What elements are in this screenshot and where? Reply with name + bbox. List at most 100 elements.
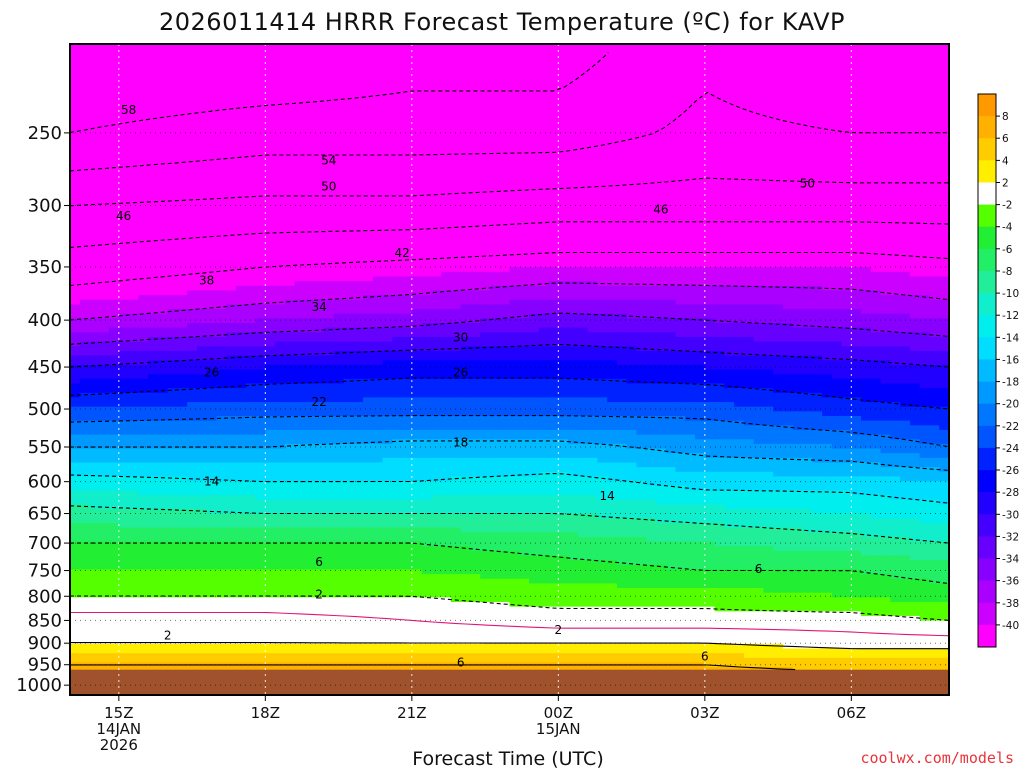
temperature-cell [148, 57, 159, 64]
temperature-cell [128, 178, 139, 185]
temperature-cell [392, 71, 403, 78]
temperature-cell [236, 137, 247, 143]
temperature-cell [206, 220, 218, 226]
temperature-cell [323, 560, 335, 566]
temperature-cell [187, 118, 198, 124]
temperature-cell [70, 629, 81, 636]
temperature-cell [79, 653, 91, 659]
temperature-cell [265, 476, 276, 482]
temperature-cell [333, 336, 345, 343]
temperature-cell [275, 160, 286, 166]
temperature-cell [216, 281, 227, 287]
temperature-cell [255, 611, 266, 617]
temperature-cell [294, 155, 305, 161]
temperature-cell [392, 318, 403, 324]
temperature-cell [314, 141, 325, 147]
temperature-cell [157, 230, 169, 236]
temperature-cell [216, 420, 227, 426]
temperature-cell [79, 253, 91, 259]
temperature-cell [157, 648, 169, 654]
temperature-cell [187, 53, 198, 59]
temperature-cell [304, 206, 315, 212]
temperature-cell [245, 137, 257, 143]
temperature-cell [118, 85, 130, 92]
temperature-cell [411, 57, 423, 64]
temperature-cell [284, 541, 296, 547]
temperature-cell [363, 318, 374, 324]
temperature-cell [70, 564, 81, 571]
temperature-cell [148, 323, 159, 329]
temperature-cell [109, 53, 120, 59]
temperature-cell [226, 327, 237, 333]
temperature-cell [236, 178, 247, 185]
temperature-cell [236, 425, 247, 431]
temperature-cell [70, 109, 81, 115]
temperature-cell [411, 188, 423, 194]
temperature-cell [79, 225, 91, 231]
temperature-cell [333, 569, 345, 575]
temperature-cell [411, 397, 423, 403]
temperature-cell [402, 141, 413, 147]
temperature-cell [314, 67, 325, 73]
temperature-cell [265, 602, 276, 608]
temperature-cell [353, 602, 364, 608]
temperature-cell [343, 62, 354, 68]
temperature-cell [353, 429, 364, 436]
temperature-cell [206, 341, 218, 347]
temperature-cell [216, 448, 227, 454]
temperature-cell [402, 44, 413, 50]
temperature-cell [70, 625, 81, 631]
temperature-cell [372, 304, 384, 310]
temperature-cell [402, 639, 413, 645]
temperature-cell [79, 495, 91, 501]
temperature-cell [196, 299, 208, 305]
temperature-cell [118, 569, 130, 575]
temperature-cell [343, 388, 354, 394]
temperature-cell [333, 183, 345, 189]
temperature-cell [363, 388, 374, 394]
temperature-cell [323, 150, 335, 157]
temperature-cell [265, 146, 276, 152]
temperature-cell [392, 574, 403, 580]
temperature-cell [372, 509, 384, 515]
temperature-cell [314, 188, 325, 194]
temperature-cell [372, 76, 384, 82]
temperature-cell [138, 230, 149, 236]
temperature-cell [304, 137, 315, 143]
temperature-cell [79, 234, 91, 240]
temperature-cell [206, 504, 218, 510]
temperature-cell [284, 44, 296, 50]
temperature-cell [118, 281, 130, 287]
temperature-cell [333, 71, 345, 78]
temperature-cell [206, 495, 218, 501]
temperature-cell [265, 625, 276, 631]
temperature-cell [196, 639, 208, 645]
temperature-cell [187, 606, 198, 612]
temperature-cell [392, 643, 403, 650]
temperature-cell [294, 467, 305, 473]
temperature-cell [265, 574, 276, 580]
temperature-cell [411, 374, 423, 380]
temperature-cell [206, 95, 218, 101]
temperature-cell [118, 295, 130, 301]
temperature-cell [99, 643, 110, 650]
temperature-cell [206, 467, 218, 473]
temperature-cell [372, 620, 384, 626]
temperature-cell [294, 197, 305, 203]
temperature-cell [99, 104, 110, 110]
temperature-cell [89, 53, 100, 59]
temperature-cell [157, 639, 169, 645]
temperature-cell [226, 346, 237, 352]
temperature-cell [157, 76, 169, 82]
temperature-cell [177, 350, 188, 357]
temperature-cell [265, 611, 276, 617]
temperature-cell [275, 327, 286, 333]
temperature-cell [323, 499, 335, 505]
temperature-cell [148, 481, 159, 487]
temperature-cell [148, 592, 159, 598]
temperature-cell [118, 95, 130, 101]
temperature-cell [157, 243, 169, 250]
temperature-cell [109, 109, 120, 115]
temperature-cell [323, 504, 335, 510]
temperature-cell [157, 634, 169, 640]
